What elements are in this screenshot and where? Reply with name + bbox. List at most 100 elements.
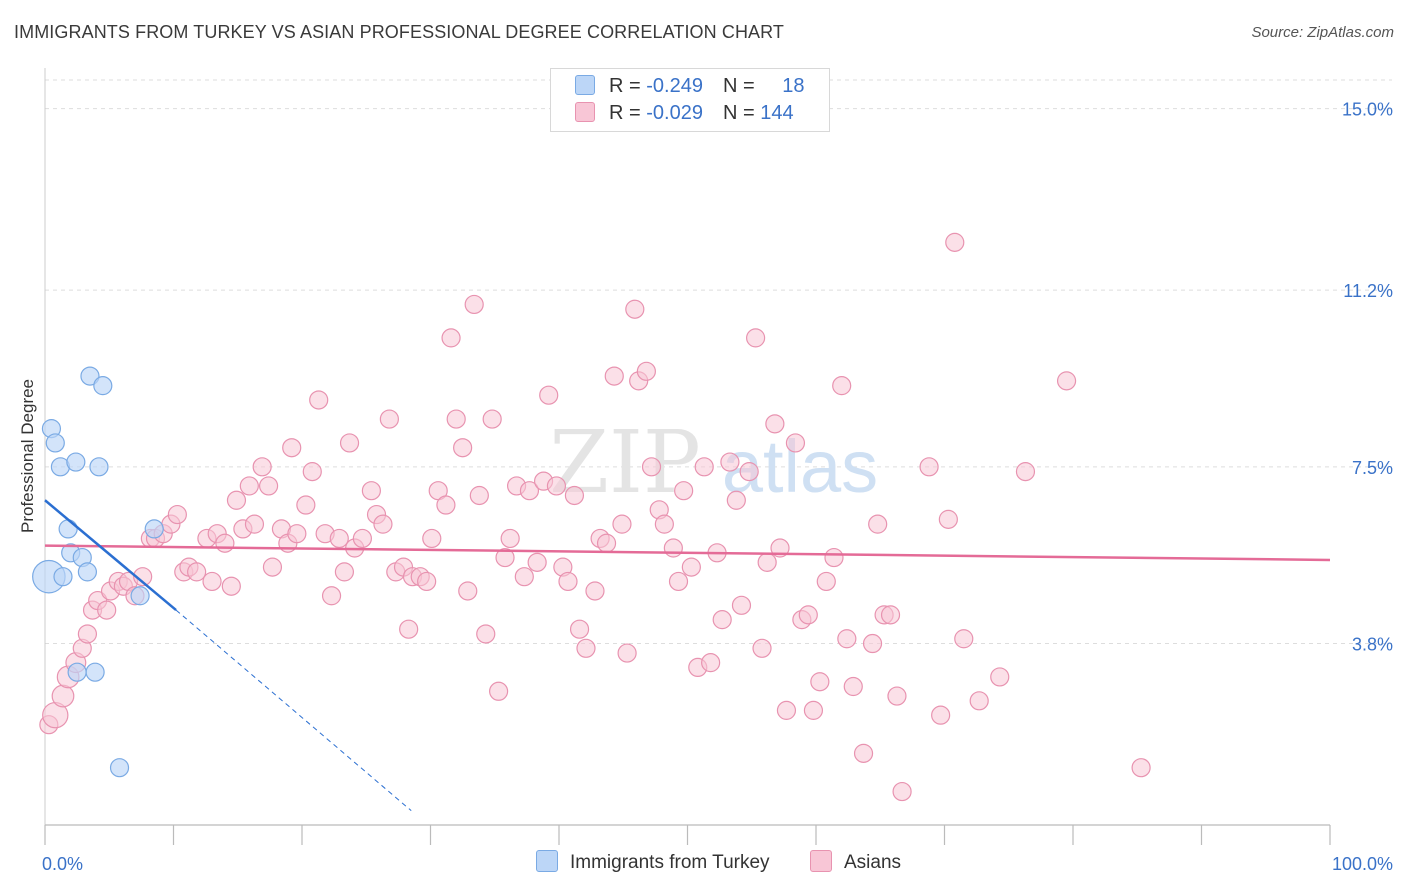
asians-point (1056, 371, 1077, 391)
asians-point (167, 504, 187, 525)
asians-point (77, 624, 98, 644)
asians-point (668, 571, 689, 592)
asians-point (816, 571, 836, 592)
asians-point (464, 294, 484, 315)
asians-point (446, 409, 466, 429)
asians-point (546, 476, 567, 496)
asians-series (39, 232, 1151, 802)
asians-point (1131, 758, 1151, 778)
asians-trend-line (44, 544, 1331, 562)
asians-point (133, 567, 153, 587)
asians-point (853, 743, 874, 763)
asians-point (361, 481, 381, 501)
legend-row-asians: R = -0.029 N = 144 (575, 102, 794, 128)
asians-n-label: N = (722, 102, 761, 124)
asians-point (880, 605, 901, 625)
asians-point (51, 684, 75, 708)
asians-point (641, 457, 662, 477)
asians-point (803, 700, 824, 720)
asians-point (726, 490, 746, 510)
asians-point (97, 600, 117, 620)
asians-point (258, 476, 279, 496)
turkey-series (32, 366, 164, 778)
asians-point (576, 638, 596, 658)
asians-point (770, 538, 790, 558)
asians-point (752, 638, 772, 658)
asians-point (527, 552, 547, 572)
asians-point (202, 571, 222, 592)
turkey-point (93, 376, 113, 396)
asians-point (441, 328, 461, 348)
asians-point (495, 547, 515, 568)
turkey-point (144, 519, 164, 539)
asians-point (187, 562, 207, 582)
bottom-legend-turkey: Immigrants from Turkey (536, 850, 770, 874)
asians-point (674, 481, 694, 501)
asians-point (776, 700, 797, 720)
turkey-point (109, 758, 130, 778)
turkey-point (45, 433, 65, 453)
asians-point (221, 576, 241, 596)
asians-point (931, 705, 951, 725)
turkey-trend-extension (175, 609, 412, 812)
bottom-turkey-label: Immigrants from Turkey (570, 852, 770, 873)
asians-point (469, 485, 489, 506)
asians-point (938, 509, 958, 529)
asians-point (969, 691, 989, 711)
asians-point (282, 438, 302, 458)
asians-point (868, 514, 888, 534)
turkey-n-label: N = (722, 75, 761, 97)
asians-n-value: 144 (760, 102, 794, 124)
asians-point (585, 581, 605, 601)
asians-point (302, 462, 322, 482)
y-tick-label: 3.8% (1352, 635, 1393, 655)
asians-point (226, 490, 247, 510)
asians-point (625, 299, 645, 319)
y-axis-label: Professional Degree (18, 379, 37, 533)
turkey-point (58, 519, 78, 539)
asians-point (990, 667, 1010, 687)
asians-point (436, 495, 456, 515)
asians-point (604, 366, 624, 386)
asians-point (636, 361, 656, 381)
asians-swatch (575, 102, 595, 122)
axis-layer: 3.8% 7.5% 11.2% 15.0% 0.0% 100.0% (42, 68, 1393, 874)
chart-title: IMMIGRANTS FROM TURKEY VS ASIAN PROFESSI… (14, 22, 785, 42)
legend-row-turkey: R = -0.249 N = 18 (575, 75, 804, 101)
asians-point (458, 581, 478, 601)
asians-point (339, 433, 360, 453)
asians-point (837, 629, 857, 649)
asians-point (798, 605, 818, 625)
asians-point (739, 462, 759, 482)
asians-point (810, 672, 830, 692)
asians-point (500, 528, 520, 549)
asians-point (945, 232, 965, 252)
bottom-asians-label: Asians (844, 852, 902, 873)
asians-point (239, 476, 259, 496)
asians-point (746, 328, 766, 348)
asians-point (694, 457, 714, 477)
asians-point (731, 595, 752, 615)
asians-point (843, 676, 863, 697)
asians-point (519, 481, 540, 501)
asians-point (379, 409, 399, 429)
asians-point (287, 524, 307, 544)
turkey-n-value: 18 (782, 75, 805, 97)
asians-point (919, 457, 939, 477)
asians-point (712, 610, 732, 630)
asians-point (329, 528, 349, 549)
bottom-turkey-swatch (536, 850, 558, 872)
asians-point (399, 619, 419, 639)
turkey-r-value: -0.249 (646, 75, 703, 97)
asians-point (489, 681, 509, 701)
asians-point (824, 547, 844, 568)
turkey-point (77, 562, 98, 582)
asians-point (701, 653, 721, 673)
turkey-point (66, 452, 86, 472)
asians-point (482, 409, 502, 429)
asians-point (832, 376, 852, 396)
stats-legend: R = -0.249 N = 18 R = -0.029 N = 144 (550, 68, 830, 132)
turkey-point (85, 662, 105, 682)
asians-point (892, 781, 912, 802)
